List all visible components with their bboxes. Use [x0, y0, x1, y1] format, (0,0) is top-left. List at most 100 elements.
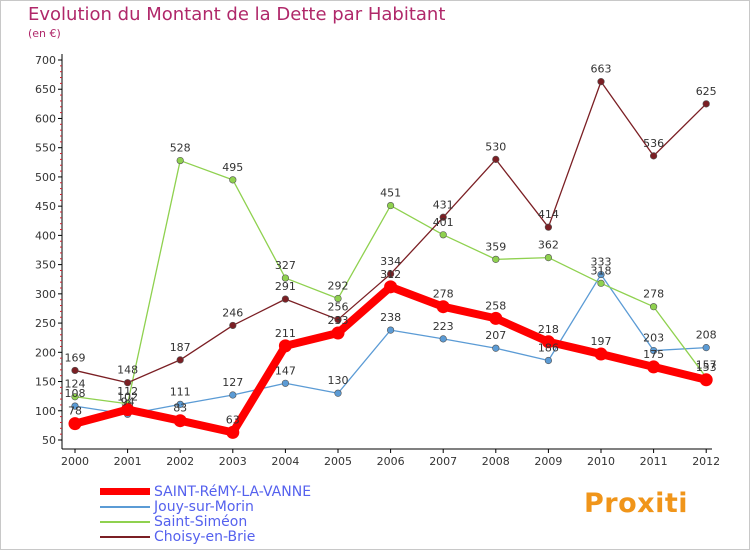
data-point-saint-simeon	[281, 274, 290, 282]
data-label-jouy: 208	[696, 329, 717, 342]
data-point-choisy	[387, 270, 395, 278]
data-label-choisy: 291	[275, 280, 296, 293]
series-line-choisy	[74, 80, 707, 384]
data-point-saint-remy	[647, 360, 661, 374]
y-tick-label: 150	[35, 376, 56, 389]
data-point-jouy	[597, 270, 605, 279]
data-label-choisy: 256	[328, 301, 349, 314]
data-label-saint-simeon: 327	[275, 259, 296, 272]
data-point-saint-remy	[384, 280, 398, 294]
data-label-jouy: 130	[328, 374, 349, 387]
data-label-saint-remy: 78	[68, 405, 82, 418]
x-tick-label: 2001	[114, 455, 142, 468]
data-label-choisy: 625	[696, 85, 717, 98]
x-tick-label: 2007	[429, 455, 457, 468]
data-label-saint-remy: 63	[226, 413, 240, 426]
data-label-saint-simeon: 318	[591, 264, 612, 277]
data-point-jouy	[544, 356, 553, 365]
y-tick-label: 350	[35, 259, 56, 272]
data-label-saint-simeon: 362	[538, 239, 559, 252]
data-point-choisy	[649, 152, 658, 160]
y-tick-label: 200	[35, 346, 56, 359]
data-point-choisy	[544, 223, 553, 231]
y-tick-label: 400	[35, 229, 56, 242]
data-label-choisy: 169	[65, 351, 86, 364]
y-tick-label: 550	[35, 142, 56, 155]
data-point-choisy	[229, 321, 237, 330]
y-tick-label: 500	[35, 171, 56, 184]
legend-swatch-jouy	[100, 506, 150, 508]
data-point-choisy	[439, 213, 447, 221]
proxiti-logo: Proxiti	[584, 488, 688, 519]
data-point-saint-simeon	[229, 176, 237, 184]
data-label-jouy: 108	[65, 387, 86, 400]
y-tick-label: 450	[35, 200, 56, 213]
x-tick-label: 2004	[271, 455, 299, 468]
data-label-choisy: 530	[485, 140, 506, 153]
data-point-saint-remy	[226, 425, 240, 439]
data-point-saint-simeon	[71, 393, 79, 401]
data-label-choisy: 536	[643, 137, 664, 150]
data-label-choisy: 414	[538, 208, 559, 221]
data-point-choisy	[281, 295, 290, 303]
data-label-choisy: 246	[222, 306, 243, 319]
data-label-choisy: 663	[591, 63, 612, 76]
y-tick-label: 300	[35, 288, 56, 301]
data-point-saint-simeon	[649, 303, 658, 311]
data-point-saint-simeon	[439, 231, 447, 239]
x-tick-label: 2009	[534, 455, 562, 468]
data-point-jouy	[702, 344, 710, 352]
data-point-saint-remy	[121, 403, 135, 417]
data-label-saint-simeon: 401	[433, 216, 454, 229]
data-label-jouy: 186	[538, 341, 559, 354]
legend-label-saint-remy: SAINT-RéMY-LA-VANNE	[154, 484, 312, 500]
legend-label-saint-simeon: Saint-Siméon	[154, 514, 248, 530]
y-tick-label: 600	[35, 112, 56, 125]
data-point-choisy	[597, 78, 605, 86]
data-label-saint-simeon: 112	[117, 385, 138, 398]
data-label-jouy: 207	[485, 329, 506, 342]
data-point-saint-simeon	[334, 294, 342, 303]
x-tick-label: 2008	[482, 455, 510, 468]
data-point-choisy	[71, 366, 79, 375]
legend-label-jouy: Jouy-sur-Morin	[154, 499, 254, 515]
data-point-choisy	[334, 315, 342, 324]
data-label-saint-remy: 102	[117, 391, 138, 404]
data-label-jouy: 238	[380, 311, 401, 324]
data-point-saint-simeon	[544, 254, 553, 262]
data-point-jouy	[439, 335, 447, 343]
data-label-saint-remy: 312	[380, 268, 401, 281]
data-label-saint-remy: 83	[173, 402, 187, 415]
chart-subtitle: (en €)	[28, 27, 61, 40]
x-tick-label: 2006	[377, 455, 405, 468]
data-point-jouy	[649, 346, 658, 355]
legend-label-choisy: Choisy-en-Brie	[154, 529, 256, 545]
x-tick-label: 2005	[324, 455, 352, 468]
data-label-jouy: 94	[121, 395, 135, 408]
data-label-saint-simeon: 495	[222, 161, 243, 174]
y-tick-label: 50	[42, 434, 56, 447]
data-label-jouy: 223	[433, 320, 454, 333]
data-label-saint-remy: 278	[433, 288, 454, 301]
data-point-choisy	[123, 379, 132, 387]
data-label-saint-remy: 233	[328, 314, 349, 327]
data-point-jouy	[492, 344, 500, 352]
data-label-saint-simeon: 278	[643, 288, 664, 301]
data-point-saint-simeon	[597, 279, 605, 287]
data-point-saint-remy	[489, 311, 503, 325]
data-point-choisy	[176, 356, 184, 364]
data-label-saint-remy: 211	[275, 327, 296, 340]
data-label-choisy: 431	[433, 198, 454, 211]
data-point-jouy	[71, 402, 79, 410]
data-point-jouy	[334, 389, 342, 397]
legend-swatch-saint-simeon	[100, 521, 150, 523]
data-point-choisy	[492, 155, 500, 163]
data-point-saint-remy	[541, 335, 555, 349]
x-tick-label: 2002	[166, 455, 194, 468]
x-tick-label: 2011	[640, 455, 668, 468]
data-label-choisy: 187	[170, 341, 191, 354]
data-point-saint-simeon	[492, 255, 500, 263]
data-point-jouy	[176, 400, 184, 408]
legend-swatch-saint-remy	[100, 488, 150, 495]
chart-title: Evolution du Montant de la Dette par Hab…	[28, 4, 446, 25]
